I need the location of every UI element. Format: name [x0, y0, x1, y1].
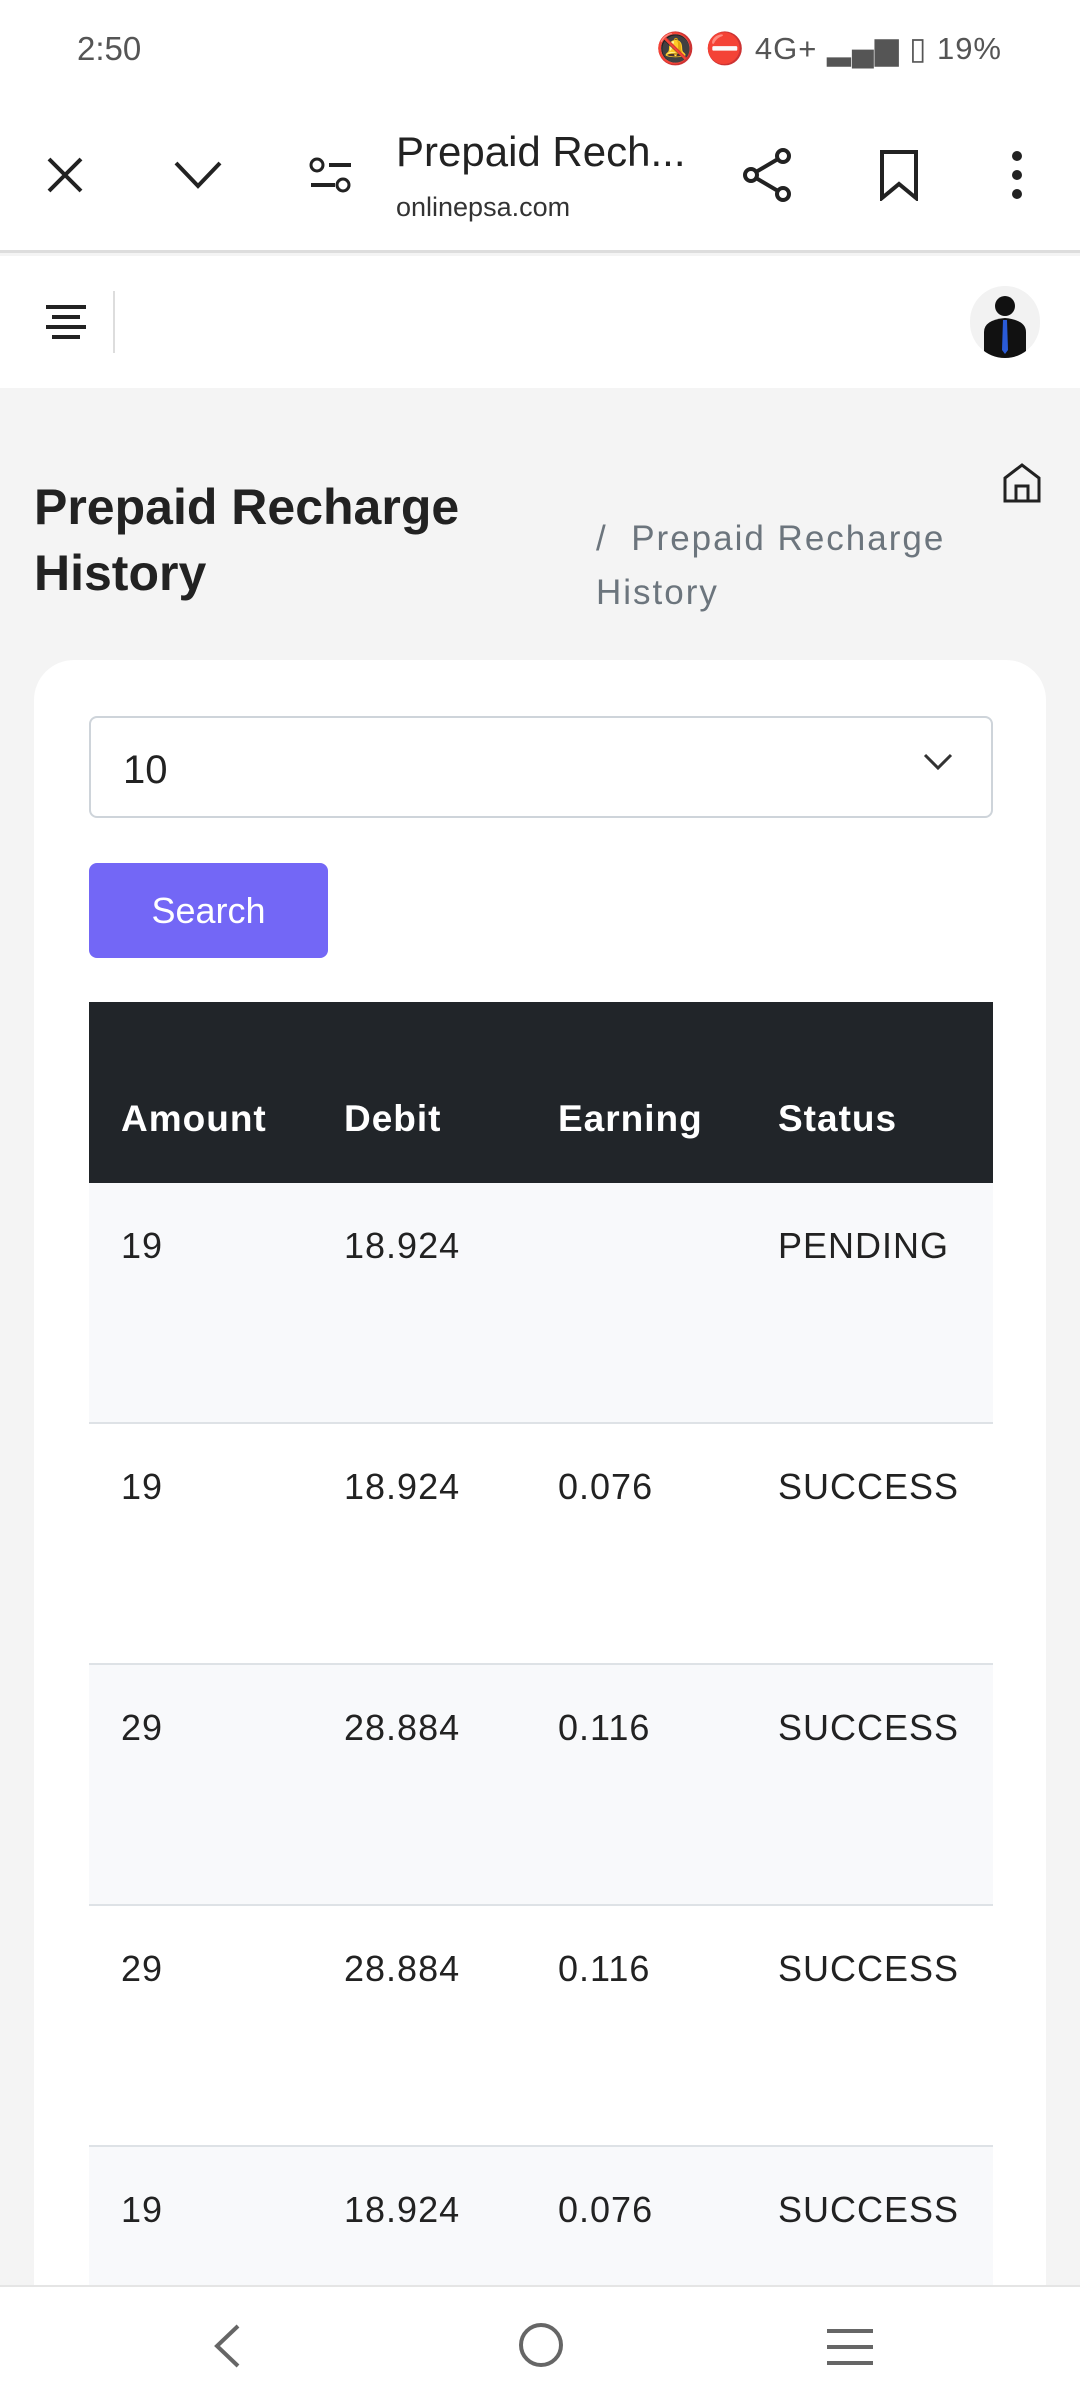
cell-amount: 19 [121, 1225, 164, 1266]
column-header-debit[interactable]: Debit [344, 1098, 442, 1139]
breadcrumb-separator: / [596, 519, 608, 558]
cell-debit: 18.924 [344, 1466, 461, 1507]
column-header-amount[interactable]: Amount [121, 1098, 267, 1139]
close-icon[interactable] [30, 140, 100, 210]
breadcrumb-current: Prepaid Recharge History [596, 519, 946, 612]
cell-status: SUCCESS [778, 1948, 960, 1989]
page-title: Prepaid Recharge History [34, 479, 460, 601]
column-header-earning[interactable]: Earning [558, 1098, 703, 1139]
cell-status: SUCCESS [778, 1466, 960, 1507]
recent-apps-icon[interactable] [825, 2327, 875, 2372]
page-size-select[interactable]: 10 [89, 716, 993, 818]
cell-amount: 29 [121, 1707, 164, 1748]
table-row: 19 18.924 0.076 SUCCESS [89, 1424, 993, 1665]
avatar[interactable] [970, 286, 1040, 358]
cell-earning: 0.076 [558, 2189, 654, 2230]
status-icons: 🔕 ⛔ 4G+ ▂▄▆ ▯ 19% [656, 30, 1002, 67]
cell-debit: 28.884 [344, 1707, 461, 1748]
site-header [0, 256, 1080, 388]
browser-toolbar: Prepaid Rech... onlinepsa.com [0, 100, 1080, 253]
cell-amount: 19 [121, 2189, 164, 2230]
chevron-down-icon[interactable] [163, 140, 233, 210]
bookmark-icon[interactable] [864, 140, 934, 210]
cell-amount: 19 [121, 1466, 164, 1507]
mute-icon: 🔕 [656, 31, 697, 66]
cell-earning: 0.116 [558, 1948, 651, 1989]
url-text[interactable]: onlinepsa.com [396, 192, 571, 222]
more-options-icon[interactable] [982, 140, 1052, 210]
cell-earning: 0.116 [558, 1707, 651, 1748]
cell-amount: 29 [121, 1948, 164, 1989]
cell-debit: 18.924 [344, 2189, 461, 2230]
signal-icon: ▂▄▆ [826, 31, 900, 66]
cell-status: PENDING [778, 1225, 950, 1266]
column-header-status[interactable]: Status [778, 1098, 898, 1139]
page-size-value: 10 [123, 748, 168, 792]
search-button[interactable]: Search [89, 863, 328, 958]
share-icon[interactable] [732, 140, 802, 210]
menu-icon[interactable] [44, 304, 88, 345]
battery-icon: ▯ [909, 31, 928, 66]
divider [113, 291, 115, 353]
status-bar: 2:50 🔕 ⛔ 4G+ ▂▄▆ ▯ 19% [0, 0, 1080, 100]
cell-status: SUCCESS [778, 2189, 960, 2230]
table-row: 19 18.924 PENDING [89, 1183, 993, 1424]
page-tab-title: Prepaid Rech... [396, 128, 686, 175]
breadcrumb: / Prepaid Recharge History [596, 512, 996, 620]
back-icon[interactable] [212, 2323, 242, 2374]
cell-status: SUCCESS [778, 1707, 960, 1748]
network-type: 4G+ [754, 31, 818, 66]
table-row: 29 28.884 0.116 SUCCESS [89, 1906, 993, 2147]
dnd-icon: ⛔ [705, 31, 746, 66]
home-icon[interactable] [1002, 462, 1042, 509]
cell-earning: 0.076 [558, 1466, 654, 1507]
battery-level: 19% [936, 31, 1002, 66]
table-header: Amount Debit Earning Status [89, 1002, 993, 1183]
site-settings-icon[interactable] [296, 140, 366, 210]
cell-debit: 28.884 [344, 1948, 461, 1989]
cell-debit: 18.924 [344, 1225, 461, 1266]
system-nav-bar [0, 2285, 1080, 2400]
home-nav-icon[interactable] [517, 2321, 565, 2374]
table-row: 29 28.884 0.116 SUCCESS [89, 1665, 993, 1906]
chevron-down-icon [923, 752, 953, 777]
clock: 2:50 [77, 30, 142, 67]
